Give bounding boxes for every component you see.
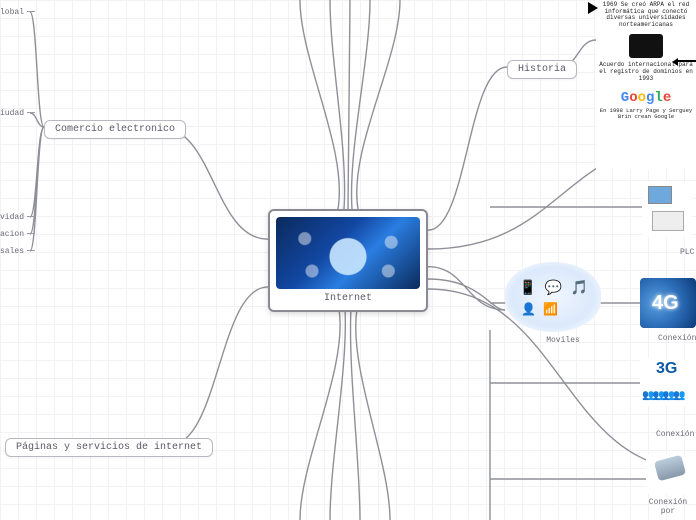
thumb-label-3g: Conexión — [656, 430, 694, 439]
play-icon — [588, 2, 598, 14]
history-row-3: En 1998 Larry Page y Serguey Brin crean … — [596, 106, 696, 122]
cut-label: iudad — [0, 109, 35, 118]
thumb-4g[interactable] — [640, 278, 696, 328]
thumb-3g[interactable] — [640, 358, 696, 406]
node-comercio[interactable]: Comercio electronico — [44, 120, 186, 139]
node-paginas[interactable]: Páginas y servicios de internet — [5, 438, 213, 457]
node-historia[interactable]: Historia — [507, 60, 577, 79]
cut-label: acion — [0, 230, 35, 239]
center-image — [276, 217, 420, 289]
cut-label: sales — [0, 247, 35, 256]
thumb-label-4g: Conexión — [658, 334, 696, 343]
node-label-moviles: Moviles — [528, 336, 598, 345]
cut-label: vidad — [0, 213, 35, 222]
history-row-1: 1969 Se creó ARPA el red informática que… — [596, 0, 696, 32]
arrow-left-icon — [678, 60, 696, 62]
history-row-2: Acuerdo internacional para el registro d… — [596, 60, 696, 84]
node-moviles[interactable] — [505, 262, 601, 332]
cut-label: lobal — [0, 8, 35, 17]
google-logo: Google — [596, 84, 696, 106]
thumb-sat[interactable] — [646, 454, 696, 494]
center-node-internet[interactable]: Internet — [268, 209, 428, 312]
history-panel: 1969 Se creó ARPA el red informática que… — [596, 0, 696, 170]
history-black-box — [629, 34, 663, 58]
thumb-plc[interactable] — [642, 182, 692, 237]
thumb-label-sat: Conexión por — [640, 498, 696, 516]
thumb-label-plc: PLC — [680, 248, 694, 257]
center-label: Internet — [276, 289, 420, 304]
